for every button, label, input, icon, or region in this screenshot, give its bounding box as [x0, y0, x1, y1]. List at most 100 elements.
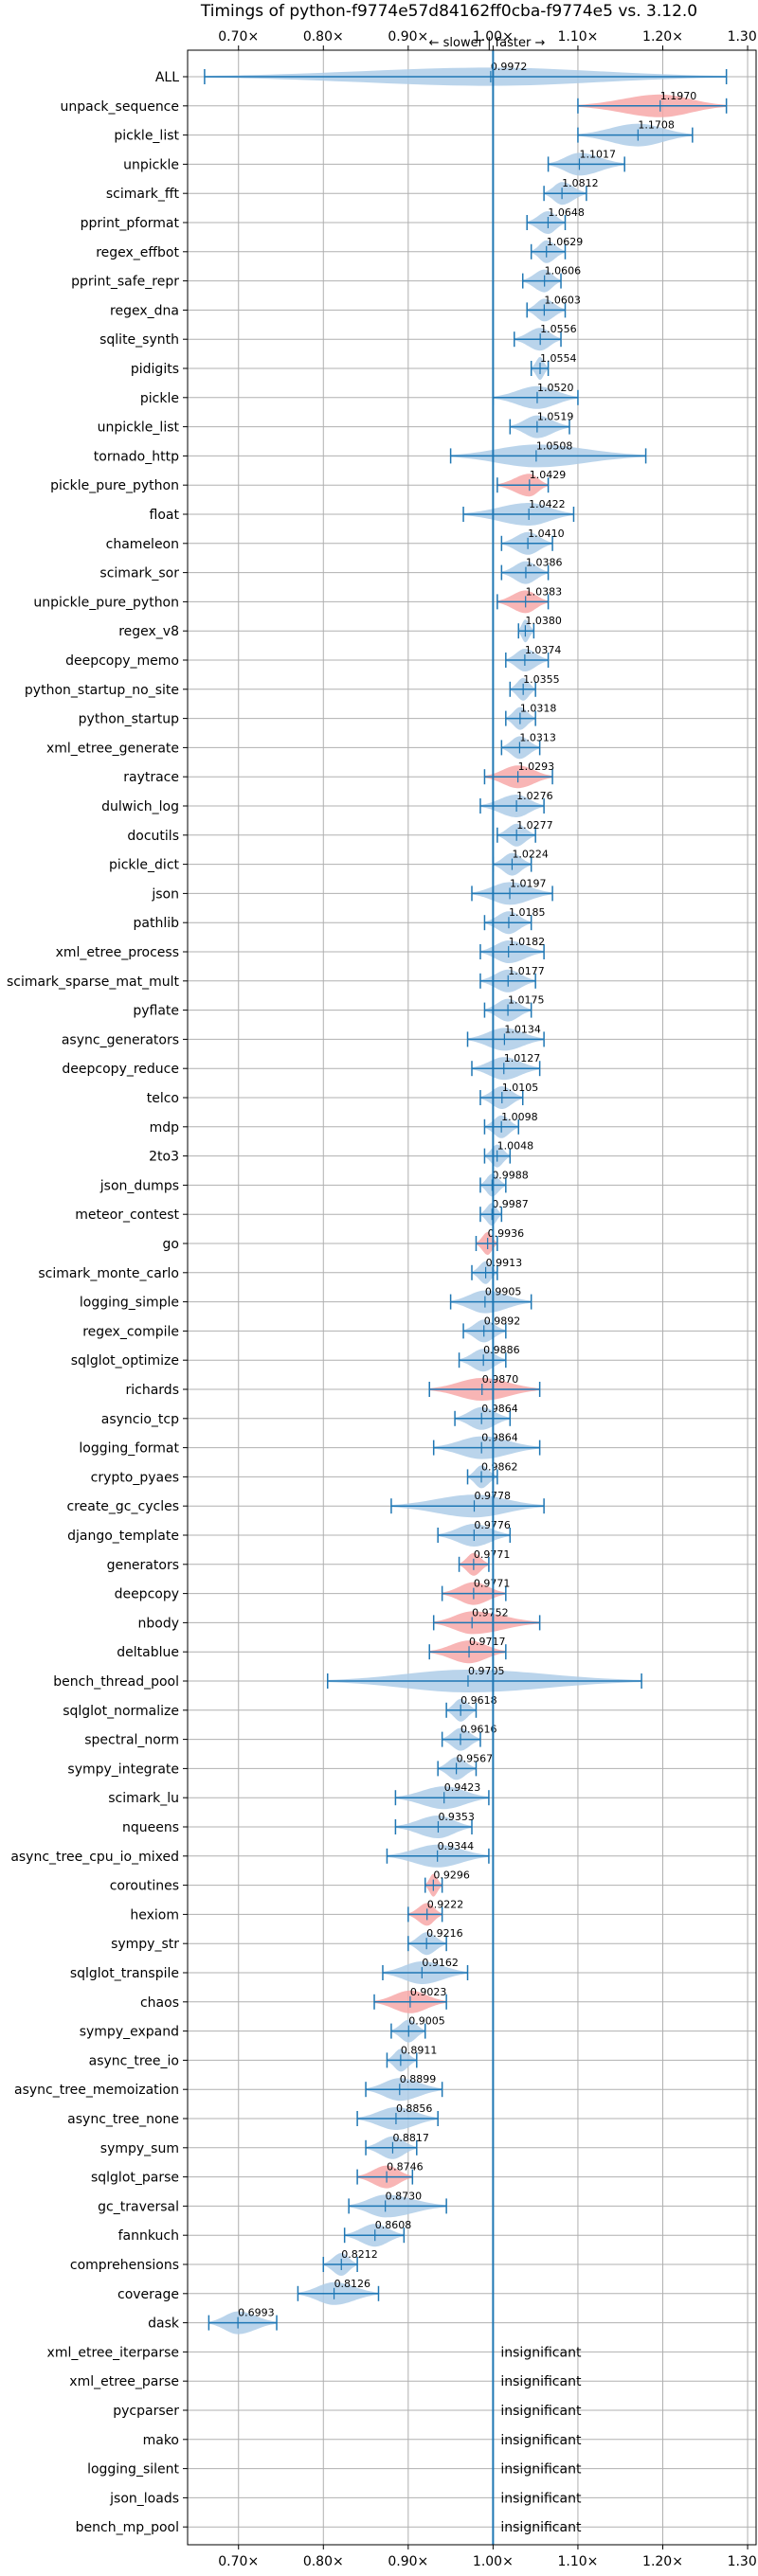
row-label: pprint_safe_repr [71, 275, 179, 290]
violin-value-label: 1.0175 [508, 994, 545, 1007]
violin-value-label: 0.8126 [334, 2278, 371, 2290]
row-label: async_generators [62, 1032, 179, 1047]
row-label: unpickle_pure_python [33, 595, 179, 610]
row-label: regex_dna [110, 303, 179, 318]
violin-value-label: 0.9023 [410, 1986, 447, 1998]
row-label: pickle_pure_python [50, 478, 179, 493]
chart-title: Timings of python-f9774e57d84162ff0cba-f… [200, 2, 697, 21]
insignificant-label: insignificant [500, 2462, 582, 2478]
row-label: go [163, 1237, 179, 1252]
row-label: float [150, 508, 180, 523]
row-label: sympy_expand [80, 2025, 179, 2040]
violin-value-label: 1.0127 [504, 1052, 541, 1064]
row-label: 2to3 [149, 1150, 179, 1165]
violin-value-label: 0.9987 [492, 1198, 529, 1210]
row-label: scimark_sparse_mat_mult [7, 975, 179, 990]
row-label: pickle_dict [109, 858, 180, 873]
violin-value-label: 1.0048 [497, 1140, 534, 1153]
row-label: python_startup [79, 712, 179, 727]
violin-value-label: 1.0556 [540, 323, 577, 335]
violin-value-label: 0.9972 [491, 61, 528, 73]
row-label: bench_mp_pool [76, 2520, 179, 2535]
insignificant-label: insignificant [500, 2433, 582, 2448]
violin-value-label: 0.9717 [469, 1636, 506, 1648]
tick-label-bottom: 1.30× [728, 2554, 758, 2569]
row-label: raytrace [123, 770, 179, 785]
violin-value-label: 0.8730 [386, 2190, 423, 2202]
violin-value-label: 1.0293 [518, 760, 555, 773]
row-label: sympy_integrate [67, 1762, 179, 1777]
row-label: unpickle [123, 157, 179, 172]
violin-value-label: 0.9616 [460, 1724, 497, 1736]
violin-value-label: 1.0098 [501, 1111, 538, 1123]
violin-value-label: 1.0105 [502, 1082, 539, 1094]
row-label: nqueens [122, 1820, 179, 1835]
row-label: richards [126, 1383, 180, 1398]
violin-value-label: 0.6993 [238, 2307, 275, 2319]
violin-value-label: 1.0355 [523, 673, 560, 686]
violin-value-label: 1.0410 [528, 528, 565, 540]
row-label: mako [143, 2433, 179, 2448]
insignificant-label: insignificant [500, 2404, 582, 2419]
row-label: deepcopy_reduce [62, 1062, 179, 1077]
row-label: django_template [67, 1529, 179, 1544]
violin-value-label: 0.9771 [474, 1548, 511, 1561]
row-label: scimark_lu [108, 1791, 179, 1806]
direction-label: ← slower | faster → [429, 36, 546, 50]
row-label: pyflate [133, 1004, 179, 1019]
row-label: xml_etree_generate [46, 741, 179, 756]
violin-value-label: 0.9771 [474, 1578, 511, 1590]
row-label: coroutines [110, 1879, 179, 1894]
row-label: hexiom [130, 1907, 179, 1923]
x-axis-ticks: 0.70× 0.70× 0.80× 0.80× 0.90× 0.90× 1.00× 1.00×… [183, 29, 758, 2569]
violin-value-label: 0.9886 [483, 1344, 519, 1356]
row-label: generators [107, 1558, 179, 1573]
violin-value-label: 0.9705 [468, 1665, 505, 1677]
row-label: ALL [155, 70, 179, 85]
violin-value-label: 0.9296 [433, 1869, 470, 1882]
row-label: deepcopy [115, 1587, 179, 1602]
row-label: json [151, 886, 179, 902]
row-label: chameleon [106, 537, 179, 552]
row-label: dask [148, 2317, 180, 2332]
row-label: sqlglot_parse [91, 2171, 179, 2186]
tick-label-bottom: 1.20× [642, 2554, 683, 2569]
row-label: sympy_str [111, 1937, 179, 1952]
violin-value-label: 1.0812 [562, 177, 599, 189]
row-label: pickle_list [114, 129, 179, 144]
row-label: chaos [140, 1995, 179, 2011]
tick-label-bottom: 0.70× [218, 2554, 259, 2569]
row-label: spectral_norm [84, 1733, 179, 1748]
row-label: json_loads [109, 2491, 179, 2506]
insignificant-label: insignificant [500, 2374, 582, 2389]
violin-value-label: 0.8911 [401, 2044, 438, 2056]
tick-label-top: 0.90× [388, 29, 428, 45]
row-label: coverage [117, 2287, 179, 2302]
violin-value-label: 1.0197 [510, 877, 547, 889]
row-label: crypto_pyaes [91, 1470, 179, 1485]
tick-label-top: 0.70× [218, 29, 259, 45]
violin-value-label: 0.9752 [472, 1606, 508, 1619]
violin-value-label: 1.0629 [547, 236, 584, 248]
violin-value-label: 0.9870 [482, 1373, 519, 1386]
row-label: regex_compile [82, 1324, 179, 1339]
row-label: asyncio_tcp [101, 1412, 179, 1427]
tick-label-bottom: 1.10× [557, 2554, 598, 2569]
row-label: create_gc_cycles [66, 1499, 179, 1514]
violin-value-label: 1.0185 [509, 906, 546, 919]
row-labels: ALL unpack_sequence pickle_list unpickle sci… [7, 70, 180, 2535]
violin-value-label: 0.9905 [485, 1286, 522, 1298]
row-label: meteor_contest [75, 1208, 179, 1223]
row-label: async_tree_io [89, 2053, 179, 2068]
violin-value-label: 1.0520 [537, 382, 574, 394]
tick-label-bottom: 1.00× [473, 2554, 514, 2569]
violins: 0.9972 1.1970 1.1708 1.1017 1.0812 1.0648 1.06… [204, 50, 728, 2545]
row-label: mdp [150, 1120, 180, 1136]
row-label: scimark_monte_carlo [38, 1266, 179, 1281]
violin-value-label: 0.9862 [481, 1460, 518, 1473]
violin-value-label: 1.0648 [548, 206, 585, 219]
violin-value-label: 0.9222 [427, 1898, 464, 1910]
plot-frame [187, 49, 757, 2546]
violin-value-label: 1.0606 [545, 265, 582, 277]
